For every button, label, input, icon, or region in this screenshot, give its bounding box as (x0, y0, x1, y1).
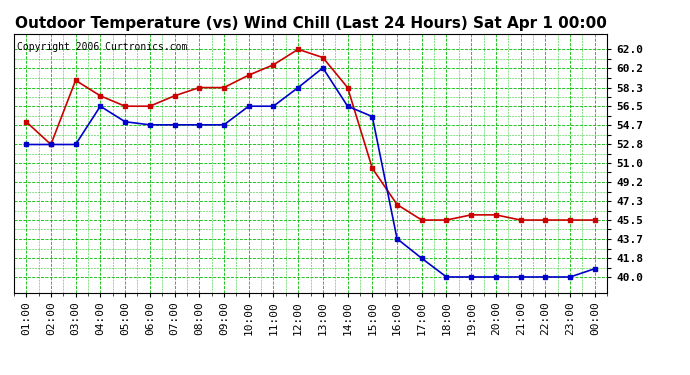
Title: Outdoor Temperature (vs) Wind Chill (Last 24 Hours) Sat Apr 1 00:00: Outdoor Temperature (vs) Wind Chill (Las… (14, 16, 607, 31)
Text: Copyright 2006 Curtronics.com: Copyright 2006 Curtronics.com (17, 42, 187, 51)
